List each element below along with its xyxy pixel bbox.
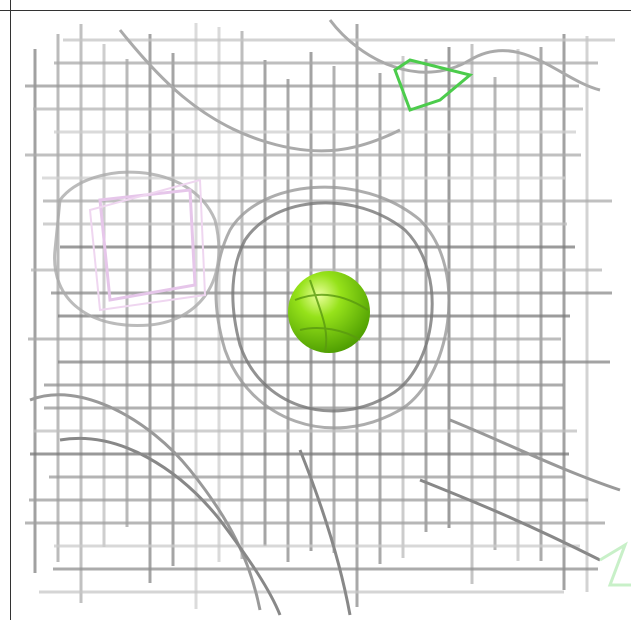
contour [53,170,221,328]
contour [29,393,262,611]
ion-sphere [288,271,370,353]
contour [214,185,451,430]
pink-mesh [88,178,207,312]
contour [419,478,601,562]
contour [298,449,352,616]
contour [118,29,401,153]
green-mesh [393,58,474,112]
contour [328,19,601,92]
contour [231,201,434,413]
contour [59,437,282,616]
contour [299,327,361,341]
contour [294,293,369,311]
mesh-over-sphere [294,279,369,353]
green-mesh [599,541,631,587]
density-contours [29,19,631,616]
contour [309,279,328,353]
pink-mesh [98,188,197,302]
contour [449,418,621,492]
